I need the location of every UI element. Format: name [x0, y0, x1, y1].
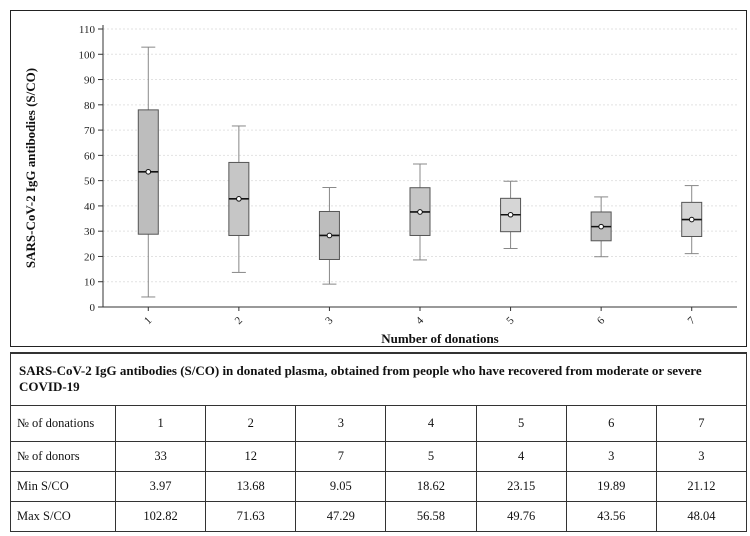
median-marker — [236, 196, 242, 202]
y-tick-label: 70 — [84, 125, 96, 137]
median-marker — [598, 223, 604, 230]
stats-table: SARS-CoV-2 IgG antibodies (S/CO) in dona… — [10, 352, 748, 532]
table-row: Min S/CO 3.97 13.68 9.05 18.62 23.15 19.89 21.1… — [10, 470, 748, 502]
table-cell: 49.76 — [475, 500, 567, 532]
table-row: Max S/CO 102.82 71.63 47.29 56.58 49.76 43.56 4… — [10, 500, 748, 532]
x-tick-label: 3 — [323, 314, 336, 327]
x-tick-label: 2 — [233, 315, 245, 327]
y-tick-label: 80 — [84, 100, 96, 112]
x-tick-label: 7 — [685, 314, 698, 327]
row-label: Max S/CO — [10, 500, 116, 532]
x-axis-title: Number of donations — [381, 331, 499, 346]
table-caption-row: SARS-CoV-2 IgG antibodies (S/CO) in dona… — [10, 352, 747, 406]
x-tick-label: 5 — [504, 314, 517, 327]
y-tick-label: 90 — [84, 75, 96, 87]
row-label: № of donations — [10, 404, 116, 442]
table-caption: SARS-CoV-2 IgG antibodies (S/CO) in dona… — [10, 352, 747, 406]
table-cell: 47.29 — [295, 500, 387, 532]
y-tick-label: 50 — [84, 176, 96, 188]
table-cell: 5 — [385, 440, 477, 472]
table-cell: 2 — [205, 404, 297, 442]
median-marker — [688, 216, 695, 223]
table-cell: 9.05 — [295, 470, 387, 502]
table-cell: 43.56 — [565, 500, 657, 532]
median-marker — [507, 211, 514, 218]
table-cell: 1 — [114, 404, 207, 442]
table-row: № of donors 33 12 7 5 4 3 3 — [10, 440, 748, 472]
table-cell: 71.63 — [205, 500, 297, 532]
table-cell: 4 — [385, 404, 477, 442]
table-cell: 21.12 — [655, 470, 748, 502]
y-tick-label: 60 — [84, 150, 96, 162]
median-marker — [145, 168, 152, 175]
y-tick-label: 110 — [79, 24, 96, 36]
table-cell: 4 — [475, 440, 567, 472]
row-label: Min S/CO — [10, 470, 116, 502]
table-cell: 19.89 — [565, 470, 657, 502]
table-cell: 56.58 — [385, 500, 477, 532]
x-tick-label: 4 — [414, 314, 427, 327]
table-cell: 102.82 — [114, 500, 207, 532]
median-marker — [326, 232, 333, 239]
table-cell: 3 — [565, 440, 657, 472]
table-cell: 12 — [205, 440, 297, 472]
boxplot-svg: 0 10 20 30 40 50 60 70 80 90 100 110 SARS-CoV-2 IgG … — [23, 24, 737, 346]
table-row: № of donations 1 2 3 4 5 6 7 — [10, 404, 748, 442]
median-marker — [417, 209, 423, 215]
y-tick-label: 30 — [84, 226, 96, 238]
row-label: № of donors — [10, 440, 116, 472]
table-cell: 33 — [114, 440, 207, 472]
boxplot-chart: 0 10 20 30 40 50 60 70 80 90 100 110 SARS-CoV-2 IgG … — [10, 10, 747, 347]
y-tick-label: 0 — [90, 302, 96, 314]
table-cell: 7 — [295, 440, 387, 472]
y-tick-label: 40 — [84, 201, 96, 213]
y-tick-label: 100 — [79, 49, 96, 61]
table-cell: 3 — [655, 440, 748, 472]
table-cell: 13.68 — [205, 470, 297, 502]
x-tick-label: 1 — [142, 315, 154, 327]
table-cell: 48.04 — [655, 500, 748, 532]
table-cell: 23.15 — [475, 470, 567, 502]
y-tick-label: 10 — [84, 277, 96, 289]
table-cell: 7 — [655, 404, 748, 442]
x-tick-label: 6 — [595, 314, 608, 327]
table-cell: 18.62 — [385, 470, 477, 502]
table-cell: 5 — [475, 404, 567, 442]
table-cell: 3 — [295, 404, 387, 442]
table-cell: 6 — [565, 404, 657, 442]
y-axis-title: SARS-CoV-2 IgG antibodies (S/CO) — [23, 68, 38, 268]
stats-table-body: SARS-CoV-2 IgG antibodies (S/CO) in dona… — [10, 352, 748, 532]
y-tick-label: 20 — [84, 251, 96, 263]
table-cell: 3.97 — [114, 470, 207, 502]
